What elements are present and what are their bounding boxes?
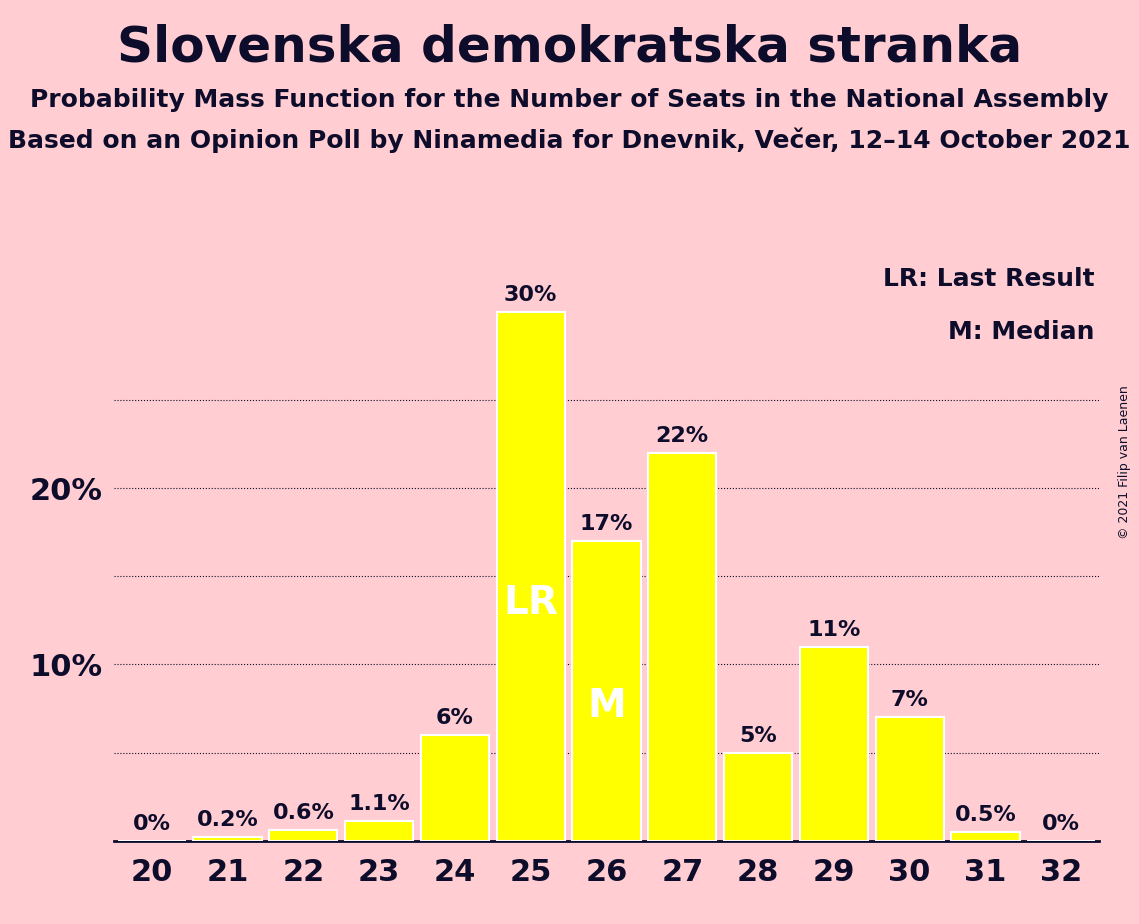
Bar	[194, 837, 262, 841]
Bar	[420, 735, 489, 841]
Bar	[269, 831, 337, 841]
Text: 30%: 30%	[505, 285, 557, 305]
Text: 22%: 22%	[656, 426, 708, 445]
Text: 6%: 6%	[436, 708, 474, 728]
Bar	[724, 753, 793, 841]
Text: LR: LR	[503, 584, 558, 622]
Text: 0%: 0%	[133, 814, 171, 833]
Text: LR: Last Result: LR: Last Result	[883, 267, 1095, 291]
Text: © 2021 Filip van Laenen: © 2021 Filip van Laenen	[1118, 385, 1131, 539]
Text: 0.5%: 0.5%	[954, 805, 1016, 825]
Text: 0.2%: 0.2%	[197, 810, 259, 831]
Bar	[497, 311, 565, 841]
Text: Probability Mass Function for the Number of Seats in the National Assembly: Probability Mass Function for the Number…	[31, 88, 1108, 112]
Text: 5%: 5%	[739, 725, 777, 746]
Text: 11%: 11%	[808, 620, 861, 639]
Text: Slovenska demokratska stranka: Slovenska demokratska stranka	[117, 23, 1022, 71]
Text: 17%: 17%	[580, 514, 633, 534]
Text: 1.1%: 1.1%	[349, 795, 410, 814]
Text: M: Median: M: Median	[948, 320, 1095, 344]
Text: 7%: 7%	[891, 690, 928, 711]
Bar	[800, 647, 868, 841]
Text: Based on an Opinion Poll by Ninamedia for Dnevnik, Večer, 12–14 October 2021: Based on an Opinion Poll by Ninamedia fo…	[8, 128, 1131, 153]
Bar	[345, 821, 413, 841]
Text: 0.6%: 0.6%	[272, 803, 335, 823]
Bar	[573, 541, 640, 841]
Text: 0%: 0%	[1042, 814, 1080, 833]
Text: M: M	[587, 687, 626, 725]
Bar	[648, 453, 716, 841]
Bar	[876, 717, 944, 841]
Bar	[951, 832, 1019, 841]
